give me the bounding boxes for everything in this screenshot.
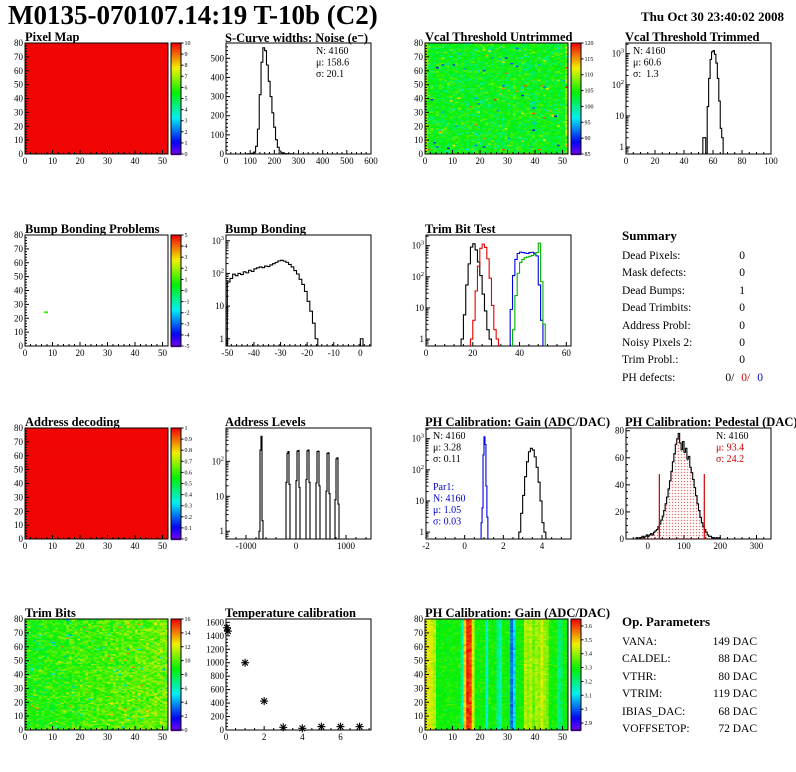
ph-defect-value: 0 <box>757 371 763 384</box>
ph-gain-hist-plot <box>400 415 596 557</box>
ph-defect-value: 0/ <box>725 371 735 384</box>
op-parameters-title: Op. Parameters <box>622 614 711 629</box>
panel-bump-bonding: Bump Bonding <box>200 222 396 364</box>
plot-title: Bump Bonding Problems <box>25 222 160 236</box>
plot-title: Address Levels <box>225 415 306 429</box>
vcal-untrimmed-plot <box>400 30 596 172</box>
plot-title: Bump Bonding <box>225 222 306 236</box>
summary-row-ph-defects: PH defects: 0/0/0 <box>622 371 763 384</box>
summary-row: Dead Bumps: 1 <box>622 284 745 297</box>
page-title: M0135-070107.14:19 T-10b (C2) <box>8 0 378 30</box>
panel-bump-bonding-problems: Bump Bonding Problems <box>0 222 196 364</box>
vcal-trimmed-plot <box>600 30 796 172</box>
summary-panel: Summary Dead Pixels: 0 Mask defects: 0 Dead … <box>600 228 796 387</box>
op-parameter-row: CALDEL: 88 DAC <box>622 653 757 666</box>
pixel-map-plot <box>0 30 196 172</box>
panel-trim-bit-test: Trim Bit Test <box>400 222 596 364</box>
panel-ph-gain-map: PH Calibration: Gain (ADC/DAC) <box>400 606 610 748</box>
timestamp: Thu Oct 30 23:40:02 2008 <box>641 9 784 24</box>
panel-temperature-calibration: Temperature calibration <box>200 606 396 748</box>
op-parameters-panel: Op. Parameters VANA: 149 DAC CALDEL: 88 DAC… <box>600 614 796 738</box>
ph-defect-value: 0/ <box>741 371 751 384</box>
op-parameter-row: VTHR: 80 DAC <box>622 670 757 683</box>
summary-row: Dead Trimbits: 0 <box>622 302 745 315</box>
op-parameters-rows: VANA: 149 DAC CALDEL: 88 DAC VTHR: 80 DAC VTRI… <box>600 634 796 738</box>
bump-bonding-plot <box>200 222 396 364</box>
plot-title: Pixel Map <box>25 30 80 44</box>
op-parameter-row: IBIAS_DAC: 68 DAC <box>622 705 757 718</box>
bump-bonding-problems-plot <box>0 222 196 364</box>
plot-title: Trim Bit Test <box>425 222 496 236</box>
plot-title: PH Calibration: Gain (ADC/DAC) <box>425 415 611 429</box>
panel-ph-pedestal: PH Calibration: Pedestal (DAC) <box>600 415 796 557</box>
panel-pixel-map: Pixel Map <box>0 30 196 172</box>
panel-vcal-trimmed: Vcal Threshold Trimmed <box>600 30 796 172</box>
plot-title: Vcal Threshold Trimmed <box>625 30 760 44</box>
plot-title: S-Curve widths: Noise (e⁻) <box>225 31 369 45</box>
plot-title: PH Calibration: Gain (ADC/DAC) <box>425 606 611 620</box>
summary-row: Address Probl: 0 <box>622 319 745 332</box>
op-parameter-row: VANA: 149 DAC <box>622 636 757 648</box>
summary-row: Noisy Pixels 2: 0 <box>622 337 745 350</box>
plot-title: Trim Bits <box>25 606 76 620</box>
panel-ph-gain-hist: PH Calibration: Gain (ADC/DAC) <box>400 415 610 557</box>
summary-row: Trim Probl.: 0 <box>622 354 745 367</box>
op-parameter-row: VTRIM: 119 DAC <box>622 688 757 701</box>
summary-rows: Dead Pixels: 0 Mask defects: 0 Dead Bumps: 1 D… <box>600 248 796 387</box>
op-parameter-row: VOFFSETOP: 72 DAC <box>622 723 757 736</box>
scurve-noise-plot <box>200 30 396 172</box>
address-levels-plot <box>200 415 396 557</box>
ph-gain-map-plot <box>400 606 596 748</box>
plot-title: Temperature calibration <box>225 606 356 620</box>
panel-vcal-untrimmed: Vcal Threshold Untrimmed <box>400 30 596 172</box>
plot-title: Address decoding <box>25 415 120 429</box>
temperature-calibration-plot <box>200 606 396 748</box>
panel-trim-bits: Trim Bits <box>0 606 196 748</box>
panel-scurve-noise: S-Curve widths: Noise (e⁻) <box>200 30 396 172</box>
panel-address-levels: Address Levels <box>200 415 396 557</box>
trim-bit-test-plot <box>400 222 596 364</box>
summary-row: Mask defects: 0 <box>622 267 745 280</box>
trim-bits-plot <box>0 606 196 748</box>
panel-address-decoding: Address decoding <box>0 415 196 557</box>
plot-title: PH Calibration: Pedestal (DAC) <box>625 415 796 429</box>
summary-row: Dead Pixels: 0 <box>622 250 745 262</box>
summary-title: Summary <box>622 228 677 243</box>
address-decoding-plot <box>0 415 196 557</box>
plot-title: Vcal Threshold Untrimmed <box>425 30 573 44</box>
ph-pedestal-plot <box>600 415 796 557</box>
